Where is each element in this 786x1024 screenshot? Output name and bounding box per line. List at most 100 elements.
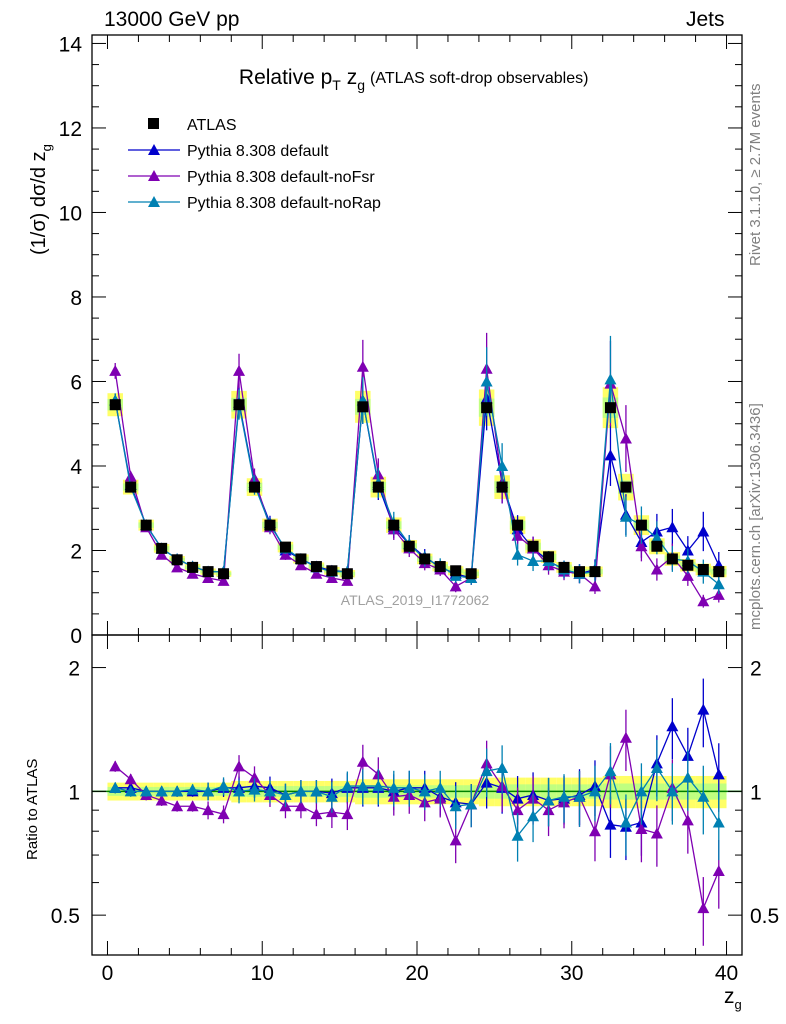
noFsr-main-point (310, 567, 323, 579)
atlas-data-point (481, 402, 493, 414)
noFsr-main-point (155, 548, 168, 560)
ratio-y-tick-label-right: 1 (750, 781, 762, 804)
noFsr-ratio-point (356, 755, 369, 767)
atlas-data-point (109, 399, 121, 411)
atlas-data-point (465, 568, 477, 580)
ratio-panel-series (109, 678, 725, 946)
ratio-y-tick-label-left: 2 (68, 658, 80, 681)
noRap-ratio-point (310, 785, 323, 797)
noFsr-ratio-point (511, 804, 524, 816)
noRap-ratio-point (279, 788, 292, 800)
noRap-main-point (527, 555, 540, 567)
noRap-ratio-point (604, 765, 617, 777)
y-tick-label: 0 (70, 625, 82, 648)
noRap-ratio-point (109, 781, 122, 793)
noRap-ratio-point (418, 785, 431, 797)
noFsr-main-point (697, 595, 710, 607)
ratio-y-tick-label-left: 1 (68, 781, 80, 804)
legend-marker-atlas (148, 118, 159, 129)
default-ratio-point (712, 768, 725, 780)
noRap-ratio-point (588, 785, 601, 797)
main-panel-series (109, 332, 725, 608)
atlas-data-point (156, 542, 168, 554)
noRap-ratio-point (465, 798, 478, 810)
atlas-data-point (450, 565, 462, 577)
noFsr-main-point (124, 470, 137, 482)
default-main-point (666, 521, 679, 533)
header-right: Jets (686, 8, 725, 31)
noRap-main-line (114, 379, 720, 585)
noRap-main-point (511, 548, 524, 560)
atlas-data-point (558, 561, 570, 573)
atlas-data-point (620, 481, 632, 493)
noFsr-ratio-point (155, 794, 168, 806)
noRap-ratio-point (449, 800, 462, 812)
mcplots-label: mcplots.cern.ch [arXiv:1306.3436] (747, 403, 764, 630)
y-tick-label: 2 (70, 540, 82, 563)
atlas-data-point (635, 519, 647, 531)
noFsr-ratio-point (449, 834, 462, 846)
atlas-data-point (419, 553, 431, 565)
noRap-ratio-point (325, 790, 338, 802)
noRap-ratio-point (202, 785, 215, 797)
noRap-ratio-point (434, 781, 447, 793)
noFsr-main-point (186, 567, 199, 579)
legend-label-default: Pythia 8.308 default (187, 143, 329, 160)
noFsr-main-point (588, 580, 601, 592)
y-tick-label: 8 (70, 287, 82, 310)
noRap-ratio-point (341, 780, 354, 792)
ratio-y-axis-label: Ratio to ATLAS (24, 759, 41, 860)
atlas-data-point (496, 481, 508, 493)
noRap-ratio-point (233, 785, 246, 797)
atlas-data-point (202, 566, 214, 578)
noFsr-ratio-point (588, 825, 601, 837)
noFsr-ratio-point (124, 773, 137, 785)
noRap-ratio-point (140, 785, 153, 797)
atlas-data-point (372, 481, 384, 493)
atlas-data-point (713, 566, 725, 578)
atlas-data-point (589, 566, 601, 578)
noRap-ratio-point (573, 790, 586, 802)
atlas-data-point (512, 519, 524, 531)
noFsr-ratio-point (681, 814, 694, 826)
watermark-label: ATLAS_2019_I1772062 (341, 592, 490, 608)
noFsr-main-point (294, 559, 307, 571)
noRap-ratio-line (115, 766, 720, 838)
rivet-version-label: Rivet 3.1.10, ≥ 2.7M events (747, 83, 764, 267)
noRap-ratio-point (619, 816, 632, 828)
default-ratio-point (697, 703, 710, 715)
chart-title: Relative pT zg (239, 66, 365, 93)
noRap-ratio-point (356, 780, 369, 792)
atlas-data-point (187, 561, 199, 573)
noFsr-main-point (619, 432, 632, 444)
noFsr-ratio-point (186, 800, 199, 812)
noRap-ratio-point (217, 780, 230, 792)
noRap-ratio-point (712, 816, 725, 828)
noFsr-ratio-point (294, 800, 307, 812)
noFsr-ratio-point (712, 865, 725, 877)
default-main-point (604, 449, 617, 461)
noRap-ratio-point (650, 761, 663, 773)
noRap-main-point (480, 375, 493, 387)
legend-label-data: ATLAS (187, 117, 237, 134)
atlas-data-point (125, 481, 137, 493)
legend-marker-noFsr (148, 170, 160, 181)
atlas-data-point (295, 553, 307, 565)
x-tick-label: 30 (560, 962, 583, 985)
atlas-data-point (218, 568, 230, 580)
noRap-ratio-point (480, 765, 493, 777)
default-ratio-point (604, 818, 617, 830)
noRap-ratio-point (171, 785, 184, 797)
noFsr-main-point (233, 364, 246, 376)
noRap-main-point (650, 531, 663, 543)
noFsr-main-point (449, 580, 462, 592)
noRap-ratio-point (697, 790, 710, 802)
main-panel-bands (107, 387, 727, 579)
default-ratio-line (115, 707, 720, 828)
atlas-data-point (666, 553, 678, 565)
noFsr-main-point (171, 561, 184, 573)
noFsr-main-point (341, 574, 354, 586)
y-axis-label: (1/σ) dσ/d zg (28, 144, 54, 255)
noFsr-main-point (650, 563, 663, 575)
